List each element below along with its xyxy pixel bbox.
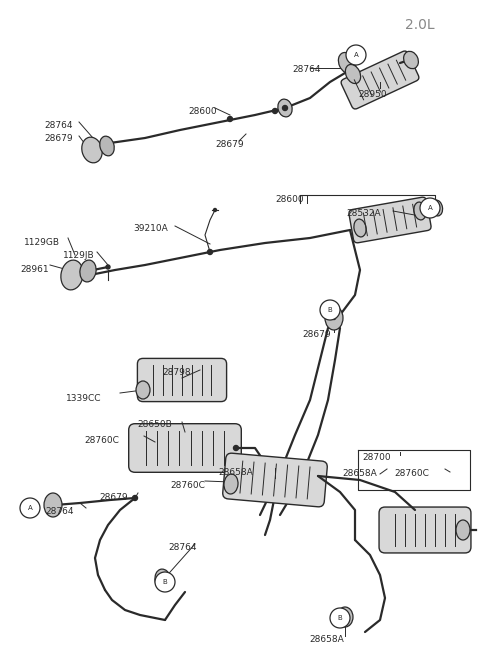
Text: 28760C: 28760C (84, 436, 119, 445)
Ellipse shape (82, 137, 102, 163)
Ellipse shape (100, 136, 114, 156)
Circle shape (330, 608, 350, 628)
Ellipse shape (354, 219, 366, 237)
Ellipse shape (80, 260, 96, 282)
Circle shape (273, 109, 277, 113)
Text: 28532A: 28532A (346, 209, 381, 218)
Circle shape (346, 45, 366, 65)
Text: 28764: 28764 (168, 543, 196, 552)
FancyBboxPatch shape (223, 453, 327, 507)
Text: 28600: 28600 (275, 195, 304, 204)
Text: 1129GB: 1129GB (24, 238, 60, 247)
Text: 28961: 28961 (20, 265, 48, 274)
Ellipse shape (432, 200, 443, 216)
Text: 28658A: 28658A (309, 635, 344, 644)
Ellipse shape (224, 474, 238, 494)
Circle shape (132, 495, 137, 500)
Text: 28764: 28764 (292, 65, 321, 74)
Text: 28658A: 28658A (218, 468, 253, 477)
FancyBboxPatch shape (341, 51, 419, 109)
Circle shape (320, 300, 340, 320)
Text: B: B (328, 307, 332, 313)
Ellipse shape (404, 51, 419, 69)
Text: 28679: 28679 (215, 140, 244, 149)
Circle shape (207, 250, 213, 255)
Text: 28600: 28600 (188, 107, 216, 116)
Circle shape (233, 445, 239, 451)
Ellipse shape (414, 202, 426, 220)
Ellipse shape (456, 520, 470, 540)
Text: 28764: 28764 (44, 121, 72, 130)
Ellipse shape (346, 64, 360, 84)
Ellipse shape (61, 260, 83, 290)
Ellipse shape (325, 306, 343, 330)
Ellipse shape (278, 99, 292, 117)
Text: 28760C: 28760C (394, 469, 429, 478)
Ellipse shape (337, 607, 353, 627)
Ellipse shape (44, 493, 62, 517)
Text: 28700: 28700 (362, 453, 391, 462)
FancyBboxPatch shape (349, 197, 431, 243)
FancyBboxPatch shape (137, 358, 227, 402)
Circle shape (420, 198, 440, 218)
Text: A: A (354, 52, 359, 58)
Circle shape (106, 265, 110, 269)
Ellipse shape (338, 52, 356, 73)
Text: 1129JB: 1129JB (63, 251, 95, 260)
Ellipse shape (155, 569, 171, 591)
Text: B: B (337, 615, 342, 621)
Ellipse shape (136, 381, 150, 399)
Text: 28679: 28679 (302, 330, 331, 339)
Text: A: A (28, 505, 32, 511)
Circle shape (283, 105, 288, 111)
FancyBboxPatch shape (379, 507, 471, 553)
Text: 28798: 28798 (162, 368, 191, 377)
Text: 28679: 28679 (44, 134, 72, 143)
Text: 28760C: 28760C (170, 481, 205, 490)
Circle shape (333, 316, 336, 320)
Text: A: A (428, 205, 432, 211)
Text: 28764: 28764 (45, 507, 73, 516)
Text: 28950: 28950 (358, 90, 386, 99)
Text: 28679: 28679 (99, 493, 128, 502)
Text: 28658A: 28658A (342, 469, 377, 478)
Circle shape (155, 572, 175, 592)
Text: 1339CC: 1339CC (66, 394, 101, 403)
Text: B: B (163, 579, 168, 585)
FancyBboxPatch shape (129, 424, 241, 472)
Text: 39210A: 39210A (133, 224, 168, 233)
Text: 2.0L: 2.0L (406, 18, 435, 32)
Circle shape (214, 208, 216, 212)
Circle shape (228, 117, 232, 121)
Text: 28650B: 28650B (137, 420, 172, 429)
Circle shape (20, 498, 40, 518)
